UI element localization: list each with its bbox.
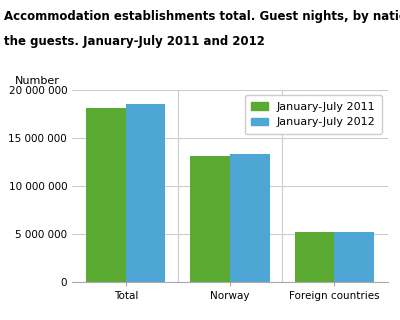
- Text: the guests. January-July 2011 and 2012: the guests. January-July 2011 and 2012: [4, 35, 265, 48]
- Bar: [126, 104, 166, 282]
- Legend: January-July 2011, January-July 2012: January-July 2011, January-July 2012: [245, 95, 382, 134]
- Bar: [294, 232, 334, 282]
- Bar: [86, 108, 126, 282]
- Text: Number: Number: [15, 76, 60, 86]
- Bar: [334, 232, 374, 282]
- Bar: [230, 154, 270, 282]
- Bar: [190, 156, 230, 282]
- Text: Accommodation establishments total. Guest nights, by nationality of: Accommodation establishments total. Gues…: [4, 10, 400, 23]
